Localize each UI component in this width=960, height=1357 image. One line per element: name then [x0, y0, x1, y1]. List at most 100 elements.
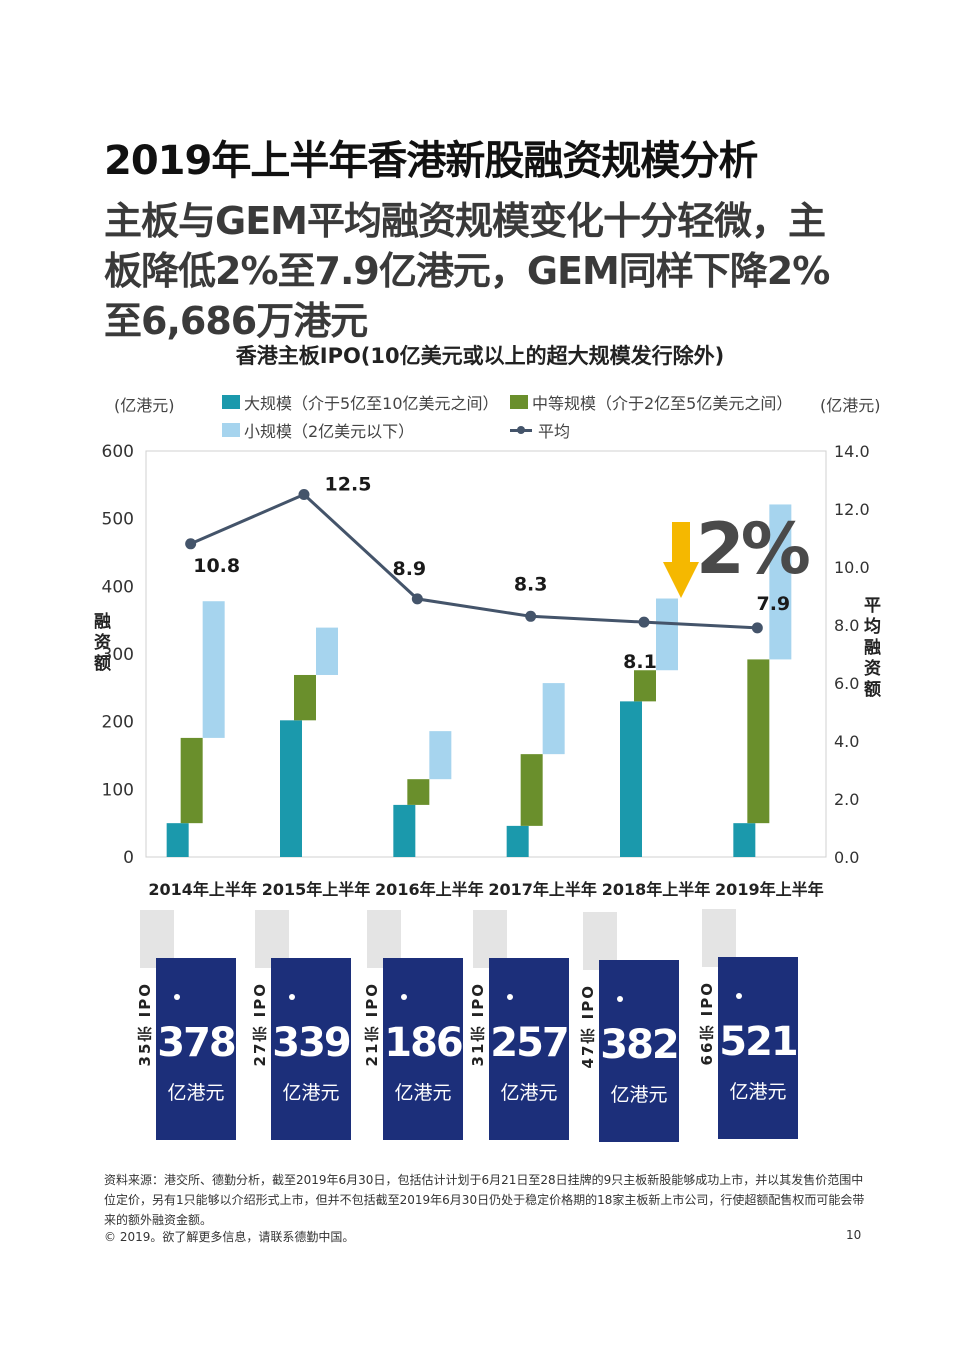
bar-large	[620, 701, 642, 857]
left-axis-unit: (亿港元)	[114, 396, 175, 415]
card-amount: 257	[490, 1020, 570, 1066]
card-amount: 382	[600, 1022, 680, 1068]
bar-large	[166, 823, 189, 857]
right-tick-label: 10.0	[834, 558, 870, 577]
average-point	[525, 610, 537, 622]
card-ipo-count: 66宗 IPO	[698, 981, 716, 1066]
page-number: 10	[846, 1228, 862, 1242]
legend-medium-label: 中等规模（介于2亿至5亿美元之间）	[532, 394, 793, 413]
bullet-dot	[289, 994, 295, 1000]
card-ipo-count: 21宗 IPO	[363, 982, 381, 1067]
average-data-label: 8.3	[514, 573, 548, 595]
bar-medium	[747, 659, 770, 824]
card-amount: 521	[719, 1019, 799, 1065]
legend-average-label: 平均	[538, 422, 571, 441]
left-tick-label: 500	[102, 510, 134, 530]
card-amount: 339	[272, 1020, 352, 1066]
left-tick-label: 0	[123, 848, 134, 868]
bar-large	[733, 823, 756, 857]
category-label: 2014年上半年	[148, 880, 257, 899]
card-unit: 亿港元	[282, 1082, 340, 1104]
left-axis-title: 融资额	[90, 612, 110, 675]
card-ipo-count: 27宗 IPO	[251, 982, 269, 1067]
right-tick-label: 4.0	[834, 732, 859, 751]
bullet-dot	[174, 994, 180, 1000]
bar-medium	[180, 737, 203, 824]
card-unit: 亿港元	[729, 1081, 787, 1103]
average-line	[190, 492, 758, 630]
legend-small-label: 小规模（2亿美元以下）	[244, 422, 415, 441]
average-point	[751, 622, 763, 634]
category-label: 2019年上半年	[715, 880, 824, 899]
ipo-card: 521 亿港元	[718, 957, 799, 1139]
down-arrow-icon	[663, 522, 699, 598]
left-tick-label: 200	[102, 713, 134, 733]
right-tick-label: 0.0	[834, 848, 859, 867]
bar-small	[316, 627, 338, 675]
bullet-dot	[736, 993, 742, 999]
bullet-dot	[401, 994, 407, 1000]
legend-medium: 中等规模（介于2亿至5亿美元之间）	[510, 390, 792, 414]
right-axis-unit: (亿港元)	[820, 396, 881, 415]
bar-medium	[520, 754, 543, 826]
average-data-label: 8.1	[623, 651, 657, 673]
left-tick-label: 600	[102, 442, 134, 462]
chart-plot: 0 100 200 300 400 500 600 0.0 2.0 4.0 6.0 8.0 10.0 12…	[102, 442, 870, 899]
ipo-card: 186 亿港元	[383, 958, 464, 1140]
bullet-dot	[617, 996, 623, 1002]
page-title: 2019年上半年香港新股融资规模分析	[104, 138, 758, 184]
right-axis-title: 平均融资额	[860, 596, 880, 701]
legend-small-swatch	[222, 423, 240, 437]
card-unit: 亿港元	[394, 1082, 452, 1104]
average-point	[185, 538, 197, 550]
ipo-card: 378 亿港元	[156, 958, 237, 1140]
bar-small	[542, 683, 565, 755]
bar-medium	[407, 779, 430, 805]
legend-large-swatch	[222, 395, 240, 409]
card-ipo-count: 31宗 IPO	[469, 982, 487, 1067]
right-tick-label: 2.0	[834, 790, 859, 809]
card-ipo-count: 47宗 IPO	[579, 984, 597, 1069]
card-ipo-count: 35宗 IPO	[136, 982, 154, 1067]
left-tick-label: 300	[102, 645, 134, 665]
bar-small	[656, 598, 678, 671]
bar-small	[429, 731, 452, 780]
average-data-label: 12.5	[325, 474, 372, 496]
average-point	[411, 593, 423, 605]
right-tick-label: 12.0	[834, 500, 870, 519]
category-label: 2015年上半年	[262, 880, 371, 899]
ipo-card: 339 亿港元	[271, 958, 352, 1140]
bar-small	[769, 504, 792, 660]
left-tick-label: 100	[102, 780, 134, 800]
card-amount: 186	[384, 1020, 464, 1066]
bar-medium	[294, 674, 316, 721]
ipo-card: 382 亿港元	[599, 960, 680, 1142]
plot-frame	[145, 450, 827, 858]
bar-small	[202, 601, 225, 738]
footnote: 资料来源：港交所、德勤分析，截至2019年6月30日，包括估计计划于6月21日至…	[104, 1173, 865, 1227]
change-annotation-text: 2%	[696, 508, 811, 590]
card-unit: 亿港元	[500, 1082, 558, 1104]
card-unit: 亿港元	[610, 1084, 668, 1106]
average-point	[638, 616, 650, 628]
bar-large	[280, 720, 302, 857]
bar-large	[506, 825, 529, 857]
card-amount: 378	[157, 1020, 237, 1066]
card-unit: 亿港元	[167, 1082, 225, 1104]
page-subtitle: 主板与GEM平均融资规模变化十分轻微，主板降低2%至7.9亿港元，GEM同样下降…	[104, 199, 830, 343]
bar-medium	[634, 670, 656, 702]
category-label: 2016年上半年	[375, 880, 484, 899]
category-label: 2018年上半年	[602, 880, 711, 899]
left-tick-label: 400	[102, 577, 134, 597]
right-tick-label: 14.0	[834, 442, 870, 461]
bullet-dot	[507, 994, 513, 1000]
category-label: 2017年上半年	[488, 880, 597, 899]
legend-large: 大规模（介于5亿至10亿美元之间）	[222, 390, 499, 414]
copyright: © 2019。欲了解更多信息，请联系德勤中国。	[104, 1230, 355, 1244]
average-data-label: 7.9	[756, 593, 790, 615]
average-data-label: 8.9	[392, 558, 426, 580]
legend-average: 平均	[510, 418, 570, 442]
legend-medium-swatch	[510, 395, 528, 409]
right-tick-label: 6.0	[834, 674, 859, 693]
average-point	[298, 489, 310, 500]
